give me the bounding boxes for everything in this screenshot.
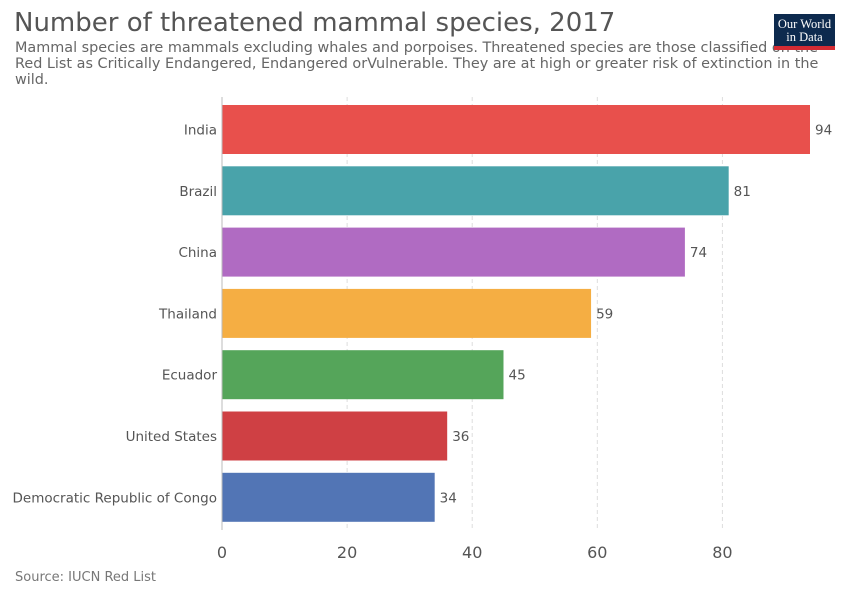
x-tick-label: 60 xyxy=(587,543,607,562)
x-tick-label: 40 xyxy=(462,543,482,562)
value-label: 81 xyxy=(734,184,751,200)
value-label: 45 xyxy=(508,368,525,384)
category-label: United States xyxy=(126,429,217,445)
value-label: 59 xyxy=(596,306,613,322)
value-label: 74 xyxy=(690,245,707,261)
chart-subtitle: Mammal species are mammals excluding wha… xyxy=(15,40,819,88)
category-label: China xyxy=(178,245,217,261)
bar-democratic-republic-of-congo xyxy=(222,472,435,522)
source-note: Source: IUCN Red List xyxy=(15,570,157,585)
logo-line-1: Our World xyxy=(777,17,832,31)
logo-line-2: in Data xyxy=(786,30,823,44)
value-label: 94 xyxy=(815,123,832,139)
chart-title: Number of threatened mammal species, 201… xyxy=(14,8,616,38)
x-tick-label: 80 xyxy=(712,543,732,562)
value-label: 36 xyxy=(452,429,469,445)
bar-india xyxy=(222,105,810,154)
bar-brazil xyxy=(222,166,729,216)
our-world-in-data-logo[interactable]: Our World in Data xyxy=(774,14,835,50)
x-tick-label: 20 xyxy=(337,543,357,562)
bar-united-states xyxy=(222,411,448,461)
category-label: Brazil xyxy=(179,184,217,200)
category-label: Ecuador xyxy=(162,368,218,384)
x-tick-label: 0 xyxy=(217,543,227,562)
category-label: Thailand xyxy=(158,306,217,322)
category-label: India xyxy=(184,123,217,139)
bar-ecuador xyxy=(222,350,504,400)
bar-china xyxy=(222,227,685,277)
bar-thailand xyxy=(222,288,592,338)
value-label: 34 xyxy=(440,490,457,506)
category-label: Democratic Republic of Congo xyxy=(13,490,217,506)
